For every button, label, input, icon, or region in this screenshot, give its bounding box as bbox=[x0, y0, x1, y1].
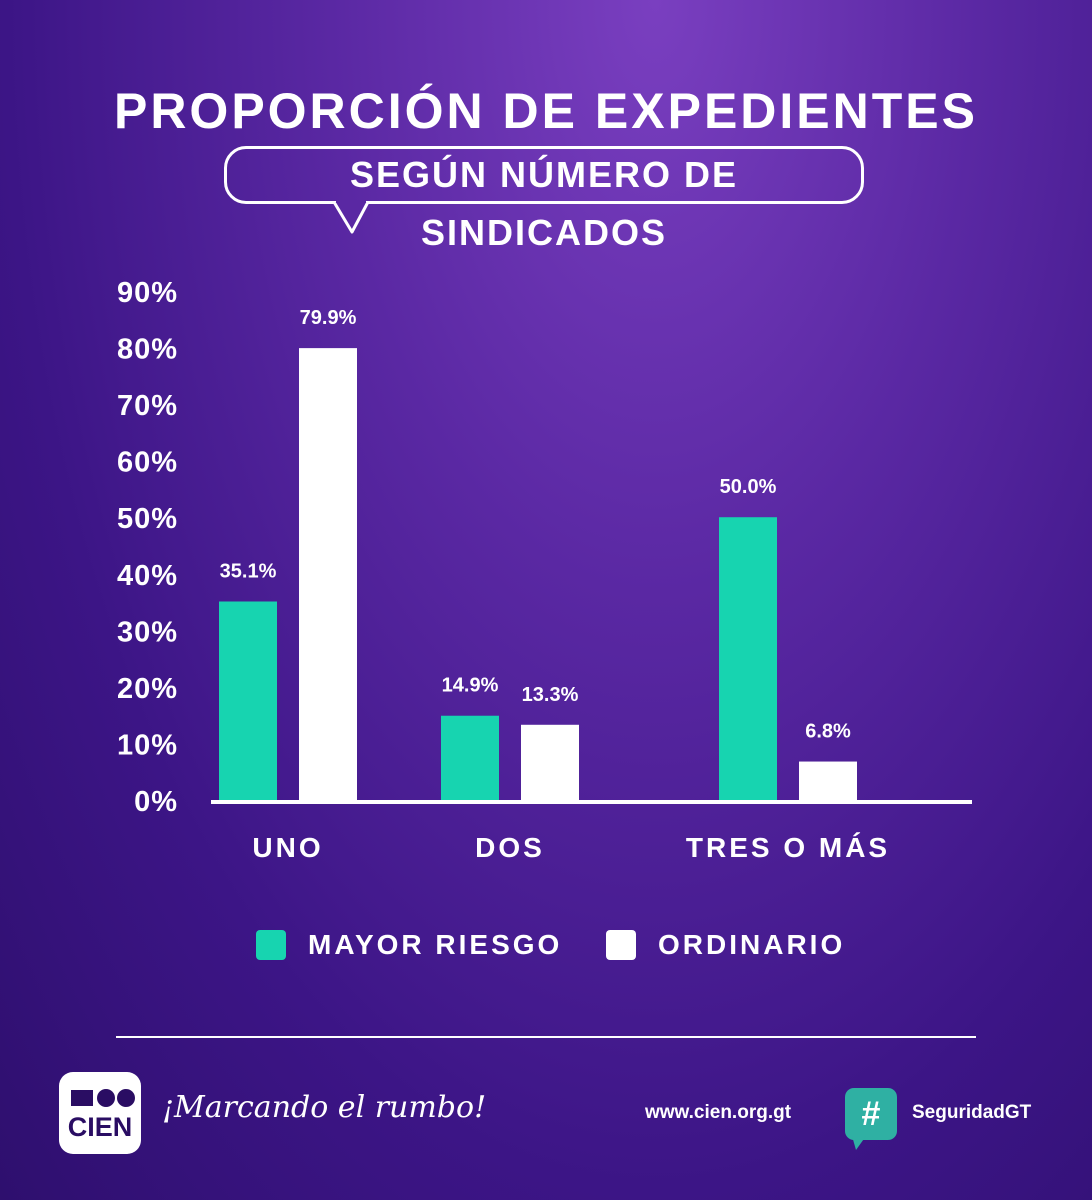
data-label: 79.9% bbox=[300, 307, 357, 329]
y-tick-label: 10% bbox=[117, 729, 178, 761]
hashtag-bubble-tail bbox=[852, 1136, 866, 1150]
tagline: ¡Marcando el rumbo! bbox=[162, 1090, 487, 1125]
y-tick-label: 90% bbox=[117, 277, 178, 309]
x-category-label: UNO bbox=[252, 832, 323, 863]
legend-swatch-mayor-riesgo bbox=[256, 930, 286, 960]
hashtag-text: SeguridadGT bbox=[912, 1102, 1032, 1123]
bar-chart: 0% 10% 20% 30% 40% 50% 60% 70% 80% 90% 35.1% 14.9% 5… bbox=[117, 277, 972, 863]
legend-swatch-ordinario bbox=[606, 930, 636, 960]
speech-bubble-tail bbox=[332, 200, 370, 234]
bar-mayor-riesgo-2 bbox=[719, 517, 777, 800]
y-tick-label: 80% bbox=[117, 334, 178, 366]
y-tick-label: 60% bbox=[117, 447, 178, 479]
x-category-label: TRES O MÁS bbox=[686, 832, 890, 863]
data-label: 50.0% bbox=[720, 476, 777, 498]
legend-label-mayor-riesgo: MAYOR RIESGO bbox=[308, 929, 563, 960]
logo-circle-icon bbox=[97, 1089, 115, 1107]
website-link[interactable]: www.cien.org.gt bbox=[645, 1102, 792, 1123]
subtitle-speech-bubble bbox=[224, 146, 864, 204]
logo-circle-icon bbox=[117, 1089, 135, 1107]
x-category-label: DOS bbox=[475, 832, 545, 863]
y-tick-label: 20% bbox=[117, 673, 178, 705]
footer-divider bbox=[116, 1036, 976, 1038]
logo-text: CIEN bbox=[67, 1112, 133, 1142]
hashtag-icon: # bbox=[845, 1088, 897, 1140]
bar-ordinario-2 bbox=[799, 761, 857, 800]
cien-logo: CIEN bbox=[59, 1072, 141, 1154]
bar-ordinario-0 bbox=[299, 348, 357, 800]
bar-ordinario-1 bbox=[521, 724, 579, 800]
y-tick-label: 30% bbox=[117, 616, 178, 648]
logo-bar-icon bbox=[71, 1090, 93, 1106]
x-axis-line bbox=[211, 800, 972, 804]
y-tick-label: 40% bbox=[117, 560, 178, 592]
data-label: 13.3% bbox=[522, 684, 579, 706]
y-tick-label: 70% bbox=[117, 390, 178, 422]
chart-title: PROPORCIÓN DE EXPEDIENTES bbox=[113, 83, 979, 139]
hash-symbol: # bbox=[861, 1095, 881, 1133]
bar-mayor-riesgo-0 bbox=[219, 601, 277, 800]
data-label: 14.9% bbox=[442, 675, 499, 697]
chart-subtitle: SEGÚN NÚMERO DE SINDICADOS bbox=[349, 154, 739, 253]
bar-mayor-riesgo-1 bbox=[441, 715, 499, 800]
data-label: 6.8% bbox=[805, 721, 851, 743]
data-label: 35.1% bbox=[220, 560, 277, 582]
y-tick-label: 0% bbox=[134, 786, 178, 818]
legend-label-ordinario: ORDINARIO bbox=[658, 929, 846, 960]
y-tick-label: 50% bbox=[117, 503, 178, 535]
